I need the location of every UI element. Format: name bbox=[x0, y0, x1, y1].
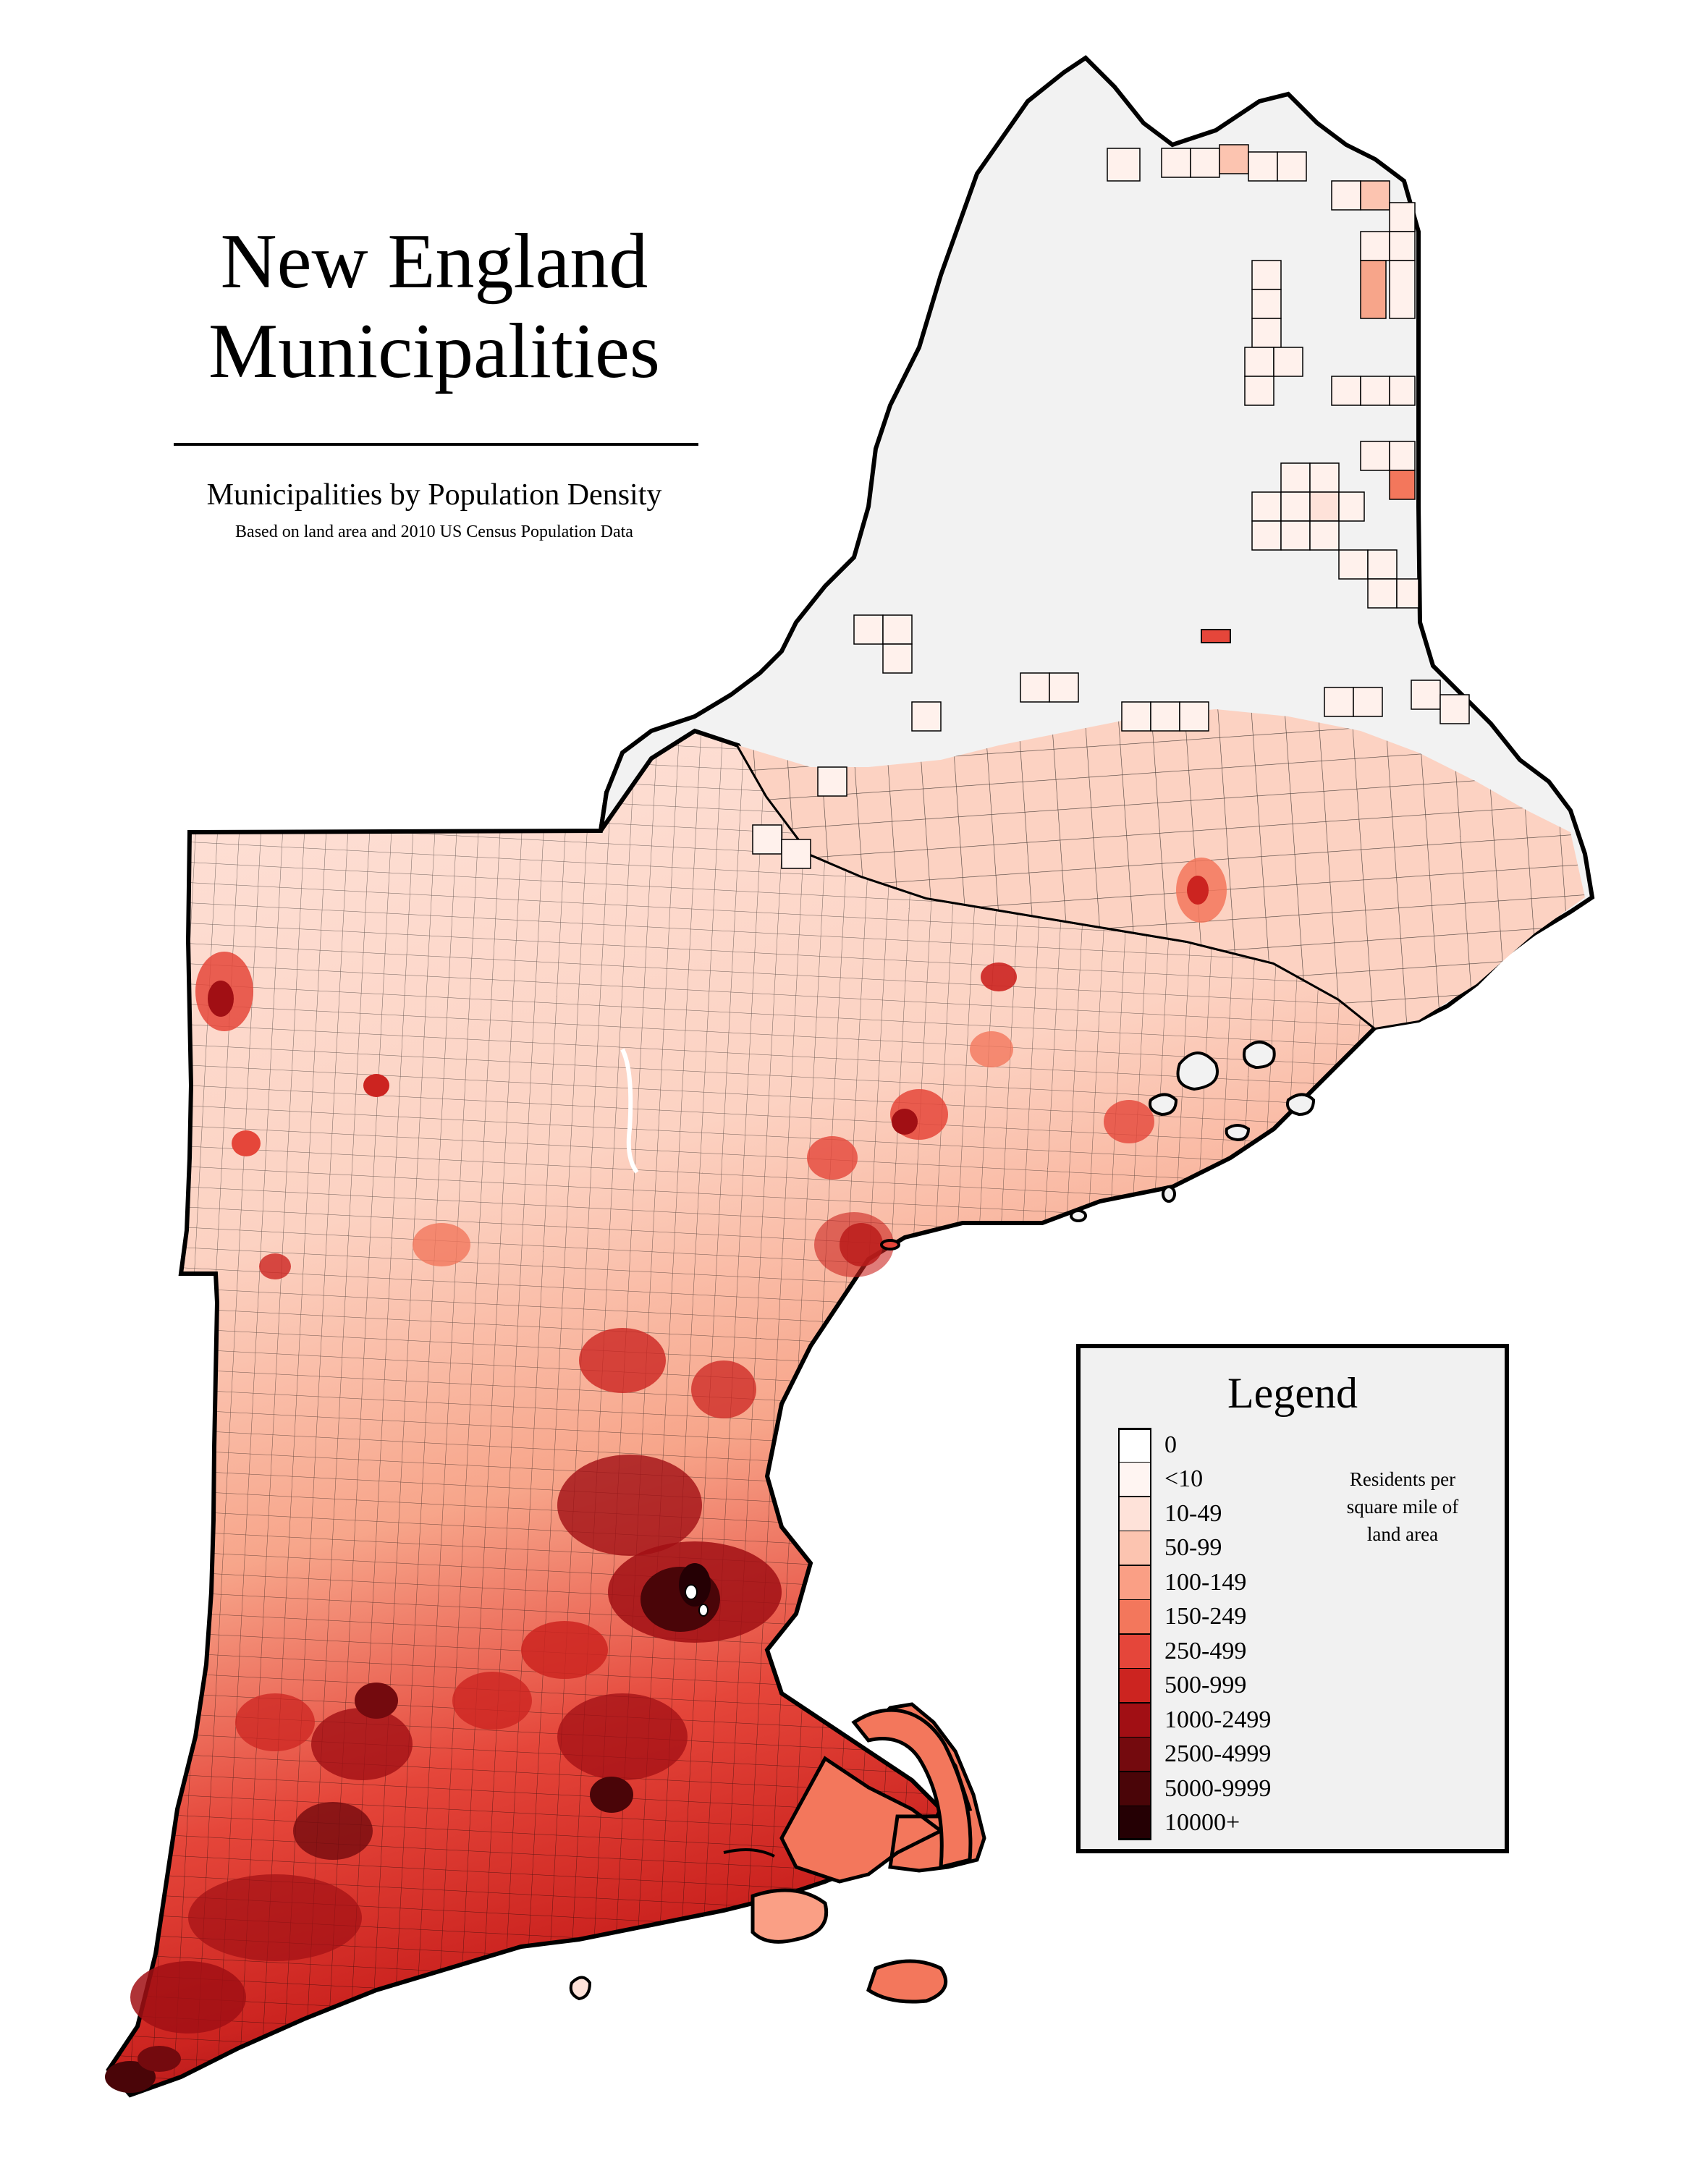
legend-swatch bbox=[1118, 1565, 1151, 1600]
legend-label: <10 bbox=[1164, 1465, 1204, 1493]
maine-coastal-islands bbox=[880, 1041, 1316, 1250]
legend-label: 50-99 bbox=[1164, 1534, 1222, 1562]
legend-title: Legend bbox=[1227, 1369, 1358, 1417]
marthas-vineyard bbox=[751, 1888, 829, 1944]
legend-description: Residents per square mile of land area bbox=[1312, 1465, 1493, 1548]
source-note: Based on land area and 2010 US Census Po… bbox=[235, 522, 633, 541]
nantucket bbox=[866, 1959, 948, 2004]
title-line-1: New England bbox=[220, 219, 648, 305]
legend-label: 10-49 bbox=[1164, 1499, 1222, 1527]
legend-label: 250-499 bbox=[1164, 1637, 1247, 1664]
legend-label: 500-999 bbox=[1164, 1672, 1247, 1699]
title-divider bbox=[174, 443, 698, 446]
legend-description-line: Residents per bbox=[1349, 1468, 1456, 1490]
legend-box: Legend 0 <10 10-49 50-99 100-149 150-249 250-4… bbox=[1076, 1344, 1509, 1853]
legend-item: 250-499 bbox=[1118, 1633, 1271, 1669]
map-subtitle: Municipalities by Population Density bbox=[206, 478, 662, 512]
legend-swatch bbox=[1118, 1771, 1151, 1806]
legend-swatch bbox=[1118, 1427, 1151, 1463]
legend-label: 0 bbox=[1164, 1431, 1177, 1458]
legend-swatch bbox=[1118, 1462, 1151, 1497]
legend-swatch bbox=[1118, 1496, 1151, 1531]
legend-swatch bbox=[1118, 1806, 1151, 1841]
legend-swatch bbox=[1118, 1599, 1151, 1635]
legend-item: 100-149 bbox=[1118, 1565, 1271, 1600]
legend-item: 500-999 bbox=[1118, 1668, 1271, 1704]
legend-swatch bbox=[1118, 1737, 1151, 1772]
legend-label: 2500-4999 bbox=[1164, 1740, 1272, 1768]
legend-item: 10-49 bbox=[1118, 1496, 1271, 1531]
northern-maine-townships bbox=[752, 144, 1470, 869]
legend-item: 2500-4999 bbox=[1118, 1737, 1272, 1772]
legend-description-line: square mile of bbox=[1346, 1496, 1459, 1518]
legend-swatch bbox=[1118, 1668, 1151, 1704]
legend-label: 1000-2499 bbox=[1164, 1706, 1272, 1733]
legend-item: 10000+ bbox=[1118, 1806, 1271, 1841]
legend-label: 10000+ bbox=[1164, 1809, 1240, 1837]
legend-item: 1000-2499 bbox=[1118, 1702, 1272, 1738]
block-island bbox=[569, 1976, 592, 2001]
legend-label: 150-249 bbox=[1164, 1603, 1247, 1630]
map-title: New England Municipalities bbox=[174, 217, 695, 397]
legend-item: 50-99 bbox=[1118, 1531, 1271, 1566]
legend-item: 0 bbox=[1118, 1427, 1271, 1463]
legend-items: 0 <10 10-49 50-99 100-149 150-249 250-499 500-9… bbox=[1118, 1427, 1272, 1841]
legend-swatch bbox=[1118, 1702, 1151, 1738]
legend-item: 5000-9999 bbox=[1118, 1771, 1272, 1806]
legend-label: 5000-9999 bbox=[1164, 1774, 1272, 1802]
title-line-2: Municipalities bbox=[208, 308, 660, 394]
legend-item: <10 bbox=[1118, 1462, 1271, 1497]
legend-item: 150-249 bbox=[1118, 1599, 1271, 1635]
legend-swatch bbox=[1118, 1633, 1151, 1669]
legend-swatch bbox=[1118, 1531, 1151, 1566]
legend-description-line: land area bbox=[1366, 1523, 1439, 1545]
legend-label: 100-149 bbox=[1164, 1568, 1247, 1596]
lake-champlain bbox=[620, 1048, 639, 1174]
